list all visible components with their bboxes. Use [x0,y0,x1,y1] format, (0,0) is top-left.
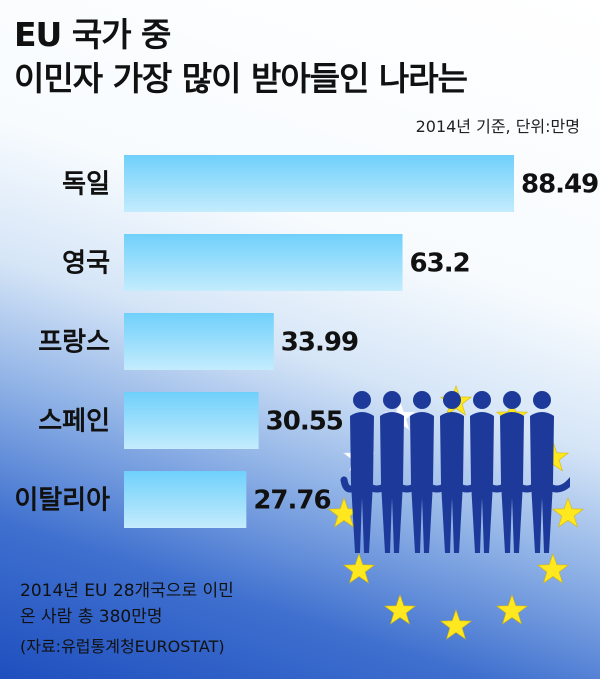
source-note: (자료:유럽통계청EUROSTAT) [20,637,225,656]
unit-note: 2014년 기준, 단위:만명 [415,117,580,136]
page-title-line2: 이민자 가장 많이 받아들인 나라는 [14,59,468,98]
footnote-line1: 2014년 EU 28개국으로 이민 [20,581,234,601]
bar-2 [124,234,403,291]
star-icon [536,553,570,584]
category-label-1: 독일 [62,170,110,200]
category-label-5: 이탈리아 [14,486,110,516]
star-icon [383,594,417,625]
star-icon [551,497,585,528]
value-label-2: 63.2 [410,249,470,279]
bar-5 [124,471,247,528]
star-icon [439,609,473,640]
value-label-1: 88.49 [521,170,598,200]
page-title-line1: EU 국가 중 [14,15,171,54]
value-label-3: 33.99 [281,328,358,358]
bar-4 [124,392,259,449]
bar-chart: 독일 88.49 영국 63.2 프랑스 33.99 스페인 30.55 이탈리아 27.76 [14,155,599,528]
bar-1 [124,155,514,212]
footnote-line2: 온 사람 총 380만명 [20,607,163,627]
category-label-3: 프랑스 [38,328,110,358]
value-label-5: 27.76 [253,486,330,516]
star-icon [342,553,376,584]
value-label-4: 30.55 [266,407,343,437]
star-icon [495,594,529,625]
category-label-2: 영국 [62,249,110,279]
bar-3 [124,313,274,370]
linked-arms [340,474,570,493]
people-silhouette-illustration [340,391,570,553]
category-label-4: 스페인 [38,407,110,437]
